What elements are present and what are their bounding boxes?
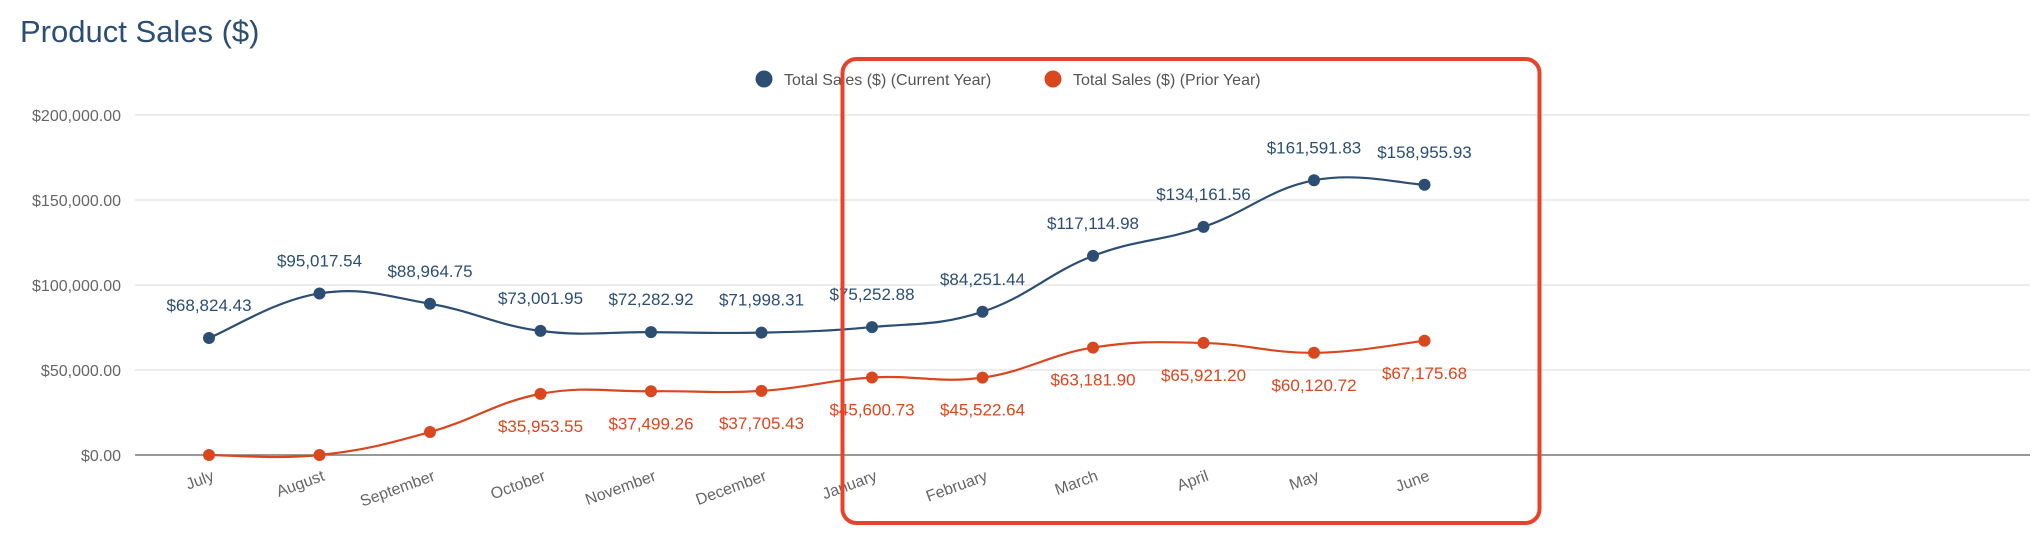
data-point xyxy=(534,324,547,337)
data-point xyxy=(755,384,768,397)
x-tick-label: May xyxy=(1287,468,1321,494)
data-label: $45,522.64 xyxy=(940,401,1025,420)
data-label: $73,001.95 xyxy=(498,289,583,308)
data-label: $75,252.88 xyxy=(829,285,914,304)
chart-title: Product Sales ($) xyxy=(20,14,260,49)
data-point xyxy=(645,326,657,339)
data-point xyxy=(203,331,215,344)
x-tick-label: December xyxy=(694,468,770,509)
data-label: $117,114.98 xyxy=(1047,214,1139,233)
data-point xyxy=(313,287,326,300)
data-label: $67,175.68 xyxy=(1382,364,1467,383)
y-tick-label: $100,000.00 xyxy=(32,278,121,295)
data-label: $35,953.55 xyxy=(498,417,583,436)
data-label: $60,120.72 xyxy=(1271,376,1356,395)
data-label: $63,181.90 xyxy=(1050,371,1135,390)
x-tick-label: July xyxy=(184,468,217,494)
data-point xyxy=(1197,336,1210,349)
data-label: $37,705.43 xyxy=(719,414,804,433)
x-tick-label: September xyxy=(358,468,438,511)
data-point xyxy=(1087,249,1099,262)
highlight-box xyxy=(840,57,1542,525)
y-tick-label: $0.00 xyxy=(81,448,121,465)
data-point xyxy=(976,305,989,318)
y-tick-label: $150,000.00 xyxy=(32,193,121,210)
data-label: $37,499.26 xyxy=(608,414,693,433)
data-label: $72,282.92 xyxy=(608,290,693,309)
y-tick-label: $50,000.00 xyxy=(41,363,121,380)
data-point xyxy=(1308,346,1320,359)
series-line xyxy=(208,339,1425,459)
data-point xyxy=(534,387,547,400)
data-point xyxy=(203,449,215,461)
data-point xyxy=(424,297,436,310)
legend-label: Total Sales ($) (Current Year) xyxy=(784,72,991,89)
legend-marker xyxy=(1044,70,1062,88)
data-point xyxy=(1418,334,1431,347)
y-tick-label: $200,000.00 xyxy=(32,108,121,125)
data-label: $45,600.73 xyxy=(829,400,914,419)
data-label: $161,591.83 xyxy=(1267,138,1362,157)
series-line xyxy=(208,176,1425,340)
x-tick-label: April xyxy=(1175,468,1211,495)
x-tick-label: January xyxy=(820,468,879,503)
x-tick-label: August xyxy=(274,468,327,501)
x-tick-label: February xyxy=(924,468,990,506)
data-point xyxy=(424,426,436,439)
data-label: $71,998.31 xyxy=(719,291,804,310)
data-label: $95,017.54 xyxy=(277,251,362,270)
data-point xyxy=(1197,220,1210,233)
data-label: $68,824.43 xyxy=(166,296,251,315)
data-point xyxy=(976,371,989,384)
data-point xyxy=(1308,174,1320,187)
data-point xyxy=(645,385,657,398)
data-label: $65,921.20 xyxy=(1161,366,1246,385)
data-point xyxy=(1087,341,1099,354)
data-point xyxy=(866,321,878,334)
data-label: $88,964.75 xyxy=(387,262,472,281)
data-point xyxy=(313,449,326,461)
legend-marker xyxy=(755,70,773,88)
legend-label: Total Sales ($) (Prior Year) xyxy=(1073,72,1261,89)
data-point xyxy=(1418,178,1431,191)
data-point xyxy=(755,326,768,339)
x-tick-label: June xyxy=(1393,468,1432,496)
x-tick-label: November xyxy=(583,468,659,509)
data-point xyxy=(866,371,878,384)
data-label: $158,955.93 xyxy=(1377,143,1472,162)
data-label: $134,161.56 xyxy=(1156,185,1251,204)
x-tick-label: March xyxy=(1053,468,1101,499)
x-tick-label: October xyxy=(489,468,549,504)
data-label: $84,251.44 xyxy=(940,270,1025,289)
